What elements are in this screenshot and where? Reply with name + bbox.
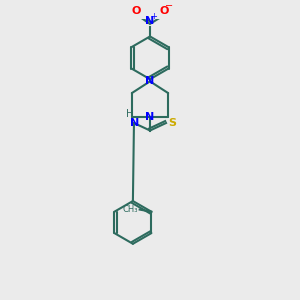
Text: H: H bbox=[126, 109, 134, 119]
Text: CH₃: CH₃ bbox=[122, 205, 138, 214]
Text: N: N bbox=[146, 16, 154, 26]
Text: O: O bbox=[159, 6, 169, 16]
Text: N: N bbox=[146, 112, 154, 122]
Text: N: N bbox=[130, 118, 140, 128]
Text: +: + bbox=[150, 13, 157, 22]
Text: O: O bbox=[131, 6, 141, 16]
Text: −: − bbox=[165, 2, 173, 11]
Text: N: N bbox=[146, 76, 154, 86]
Text: S: S bbox=[169, 118, 177, 128]
